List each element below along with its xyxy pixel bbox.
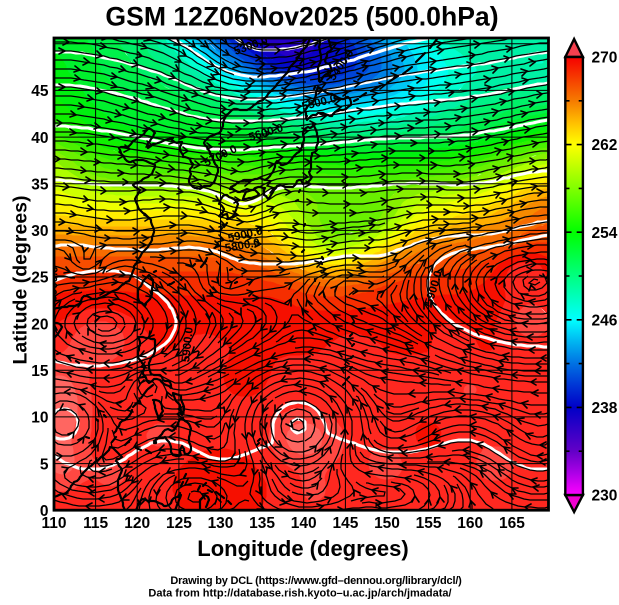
svg-text:262: 262 xyxy=(592,137,618,154)
svg-text:160: 160 xyxy=(457,515,483,532)
svg-text:0: 0 xyxy=(40,503,49,520)
svg-text:40: 40 xyxy=(31,130,48,147)
svg-text:Longitude (degrees): Longitude (degrees) xyxy=(197,536,408,561)
svg-text:45: 45 xyxy=(31,83,49,100)
svg-text:246: 246 xyxy=(592,312,618,329)
svg-text:15: 15 xyxy=(31,363,49,380)
svg-text:110: 110 xyxy=(41,515,66,532)
svg-text:155: 155 xyxy=(416,515,442,532)
svg-text:270: 270 xyxy=(592,50,618,67)
svg-text:165: 165 xyxy=(499,515,525,532)
svg-text:230: 230 xyxy=(592,488,618,505)
svg-text:20: 20 xyxy=(31,316,48,333)
svg-text:238: 238 xyxy=(592,400,618,417)
svg-text:140: 140 xyxy=(291,515,317,532)
svg-text:5: 5 xyxy=(40,456,49,473)
svg-text:Data from http://database.rish: Data from http://database.rish.kyoto–u.a… xyxy=(148,588,451,600)
svg-text:25: 25 xyxy=(31,270,49,287)
svg-text:150: 150 xyxy=(374,515,400,532)
svg-text:Drawing by DCL (https://www.gf: Drawing by DCL (https://www.gfd–dennou.o… xyxy=(170,575,462,587)
svg-text:115: 115 xyxy=(83,515,108,532)
svg-text:135: 135 xyxy=(249,515,275,532)
svg-text:30: 30 xyxy=(31,223,48,240)
svg-text:35: 35 xyxy=(31,176,49,193)
svg-text:145: 145 xyxy=(332,515,358,532)
svg-text:130: 130 xyxy=(208,515,234,532)
svg-text:10: 10 xyxy=(31,410,48,427)
svg-text:254: 254 xyxy=(592,225,618,242)
svg-text:GSM 12Z06Nov2025 (500.0hPa): GSM 12Z06Nov2025 (500.0hPa) xyxy=(105,2,498,32)
svg-text:5900.0: 5900.0 xyxy=(47,266,60,302)
svg-text:120: 120 xyxy=(124,515,150,532)
svg-text:125: 125 xyxy=(166,515,192,532)
svg-text:Latitude (degrees): Latitude (degrees) xyxy=(10,195,32,364)
